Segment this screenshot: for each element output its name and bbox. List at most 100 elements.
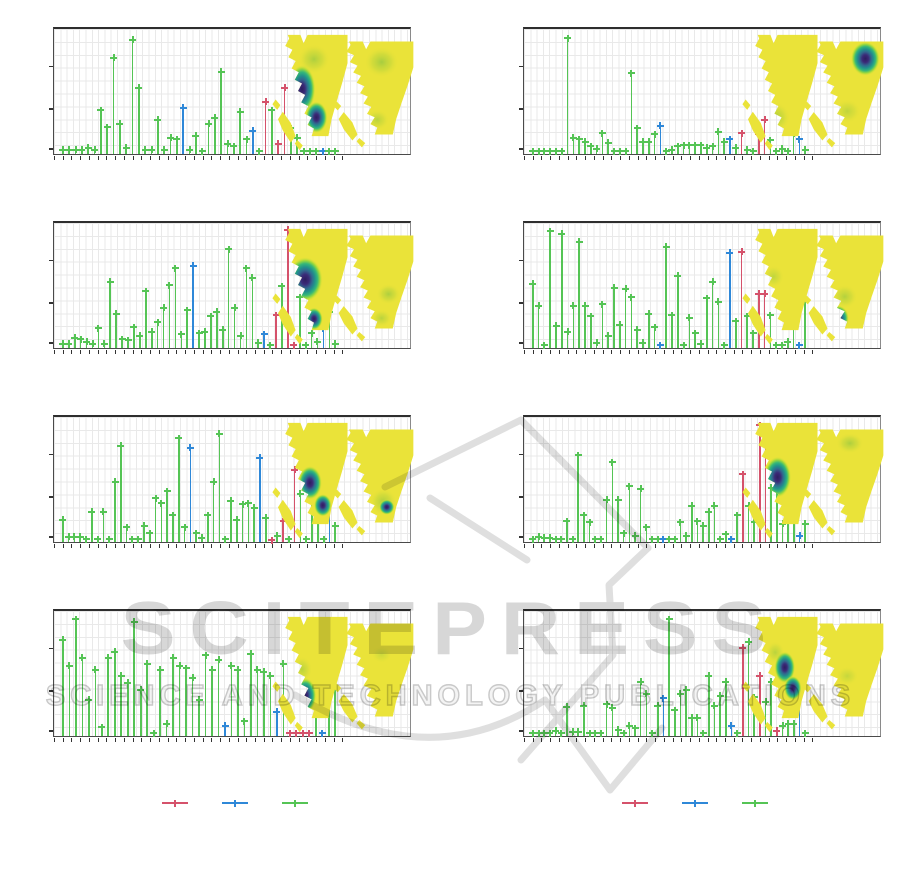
x-axis-tick xyxy=(298,156,300,160)
stem xyxy=(781,726,784,736)
stem xyxy=(740,252,743,348)
stem-marker xyxy=(676,518,684,526)
stem xyxy=(624,289,627,348)
x-axis-tick xyxy=(176,544,178,548)
x-axis-tick xyxy=(272,350,274,354)
stem-marker xyxy=(256,454,264,461)
stem-marker xyxy=(726,135,734,143)
stem xyxy=(787,342,789,348)
stem-marker xyxy=(249,127,257,135)
stem-marker xyxy=(784,338,792,345)
stem-marker xyxy=(111,648,119,655)
legend-entry-series-red xyxy=(162,798,188,808)
stem-marker xyxy=(99,508,107,515)
stem-marker xyxy=(564,328,572,336)
y-axis-tick xyxy=(519,342,523,344)
stem xyxy=(97,328,100,348)
stem-marker xyxy=(651,130,659,138)
x-axis-tick xyxy=(759,738,761,742)
x-axis-tick xyxy=(690,544,692,548)
stem xyxy=(114,482,116,542)
stem xyxy=(195,136,197,154)
x-axis-tick xyxy=(655,156,657,160)
x-axis-tick xyxy=(316,156,318,160)
stem-marker xyxy=(129,36,137,43)
x-axis-tick xyxy=(550,156,552,160)
stem-marker xyxy=(779,722,787,730)
stem-marker xyxy=(325,147,333,155)
stem xyxy=(753,697,755,736)
stem-marker xyxy=(645,138,653,145)
stem-marker xyxy=(693,517,701,525)
stem-marker xyxy=(761,290,769,297)
x-axis-tick xyxy=(786,738,788,742)
stem xyxy=(126,683,129,736)
stem-marker xyxy=(59,146,67,154)
stem xyxy=(653,134,656,154)
x-axis-tick xyxy=(611,350,613,354)
stem xyxy=(109,282,112,348)
bc-heatmap-inset-1 xyxy=(742,228,818,345)
x-axis-tick xyxy=(88,738,90,742)
stem xyxy=(700,145,702,154)
stem-plot-r1-left xyxy=(49,27,414,160)
stem-marker xyxy=(665,535,673,543)
x-axis-tick xyxy=(716,544,718,548)
x-axis-tick xyxy=(123,544,125,548)
stem-marker xyxy=(637,485,645,493)
stem xyxy=(725,682,727,736)
x-axis-tick xyxy=(62,544,64,548)
x-axis-tick xyxy=(611,544,613,548)
stem xyxy=(694,145,696,154)
stem-marker xyxy=(141,146,149,154)
stem-marker xyxy=(88,508,96,515)
stem xyxy=(668,619,670,736)
stem xyxy=(241,504,244,542)
stem-marker xyxy=(296,293,304,301)
x-axis-tick xyxy=(759,156,761,160)
stem-marker xyxy=(135,84,143,91)
stem xyxy=(537,306,540,348)
stem-marker xyxy=(795,341,803,349)
stem xyxy=(630,297,633,348)
stem-marker xyxy=(608,704,616,712)
stem-marker xyxy=(622,285,630,293)
y-axis-tick xyxy=(519,536,523,538)
stem xyxy=(736,515,738,542)
stem-marker xyxy=(175,434,183,442)
stem-marker xyxy=(627,293,635,301)
stem-marker xyxy=(593,339,601,347)
stem xyxy=(682,145,685,154)
bc-heatmap-inset-1 xyxy=(272,228,348,345)
x-axis-tick xyxy=(289,156,291,160)
x-axis-tick xyxy=(289,738,291,742)
stem xyxy=(711,282,714,348)
stem xyxy=(584,142,586,154)
y-axis-tick xyxy=(49,536,53,538)
x-axis-tick xyxy=(307,350,309,354)
x-axis-tick xyxy=(272,738,274,742)
x-axis-tick xyxy=(637,350,639,354)
x-axis-tick xyxy=(185,156,187,160)
x-axis-tick xyxy=(567,544,569,548)
x-axis-tick xyxy=(724,738,726,742)
x-axis-tick xyxy=(768,156,770,160)
stem-marker xyxy=(668,146,676,154)
stem xyxy=(590,316,592,348)
stem-marker xyxy=(546,147,554,155)
stem xyxy=(183,527,186,542)
stem-marker xyxy=(143,660,151,667)
stem xyxy=(572,138,575,154)
stem xyxy=(68,666,71,736)
stem-marker xyxy=(150,729,158,737)
x-axis-tick xyxy=(672,738,674,742)
stem-marker xyxy=(546,227,554,235)
legend-right xyxy=(470,794,901,812)
stem-plot-r1-right xyxy=(519,27,884,160)
stem xyxy=(584,306,586,348)
x-axis-tick xyxy=(655,350,657,354)
stem-marker xyxy=(65,533,73,541)
stem xyxy=(607,143,610,154)
x-axis-tick xyxy=(150,156,152,160)
x-axis-tick xyxy=(237,544,239,548)
